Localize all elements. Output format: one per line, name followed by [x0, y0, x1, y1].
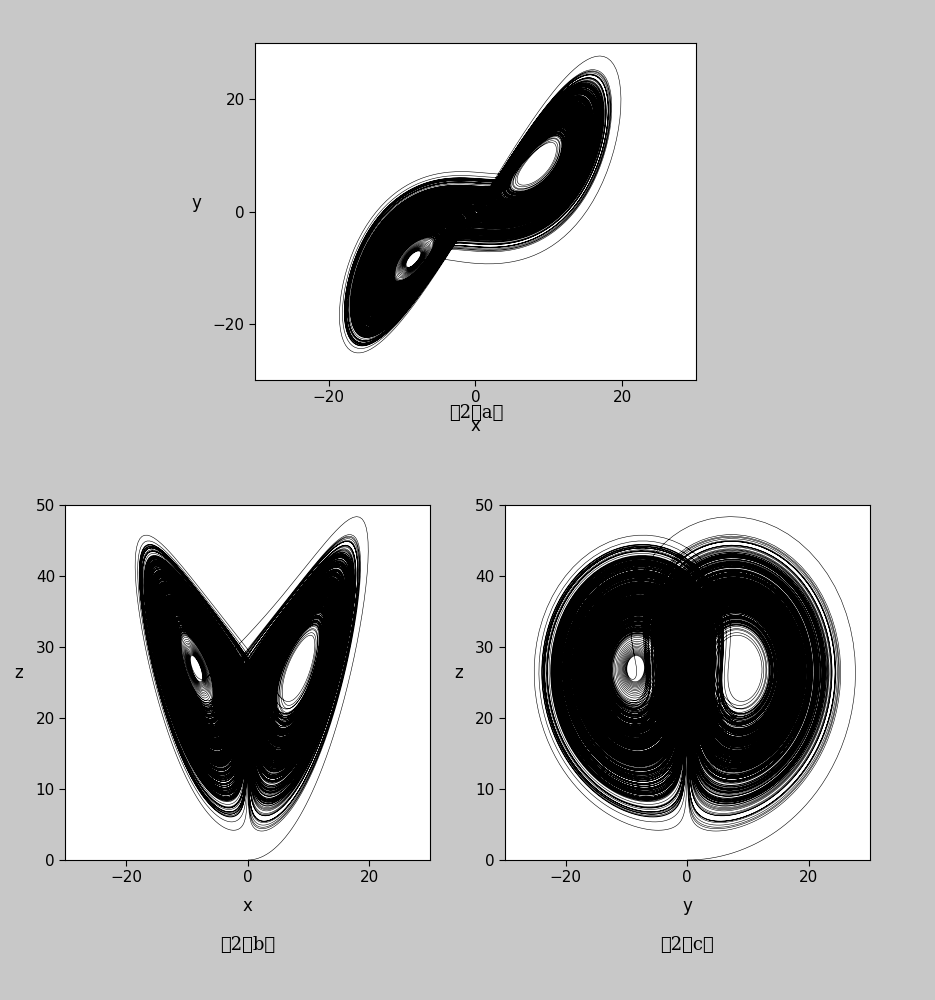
Y-axis label: y: y — [192, 194, 201, 212]
Text: 图2（b）: 图2（b） — [221, 936, 275, 954]
X-axis label: x: x — [243, 897, 252, 915]
Y-axis label: z: z — [454, 664, 463, 682]
Y-axis label: z: z — [15, 664, 23, 682]
X-axis label: x: x — [470, 417, 481, 435]
Text: 图2（c）: 图2（c） — [660, 936, 714, 954]
X-axis label: y: y — [683, 897, 692, 915]
Text: 图2（a）: 图2（a） — [449, 404, 503, 422]
